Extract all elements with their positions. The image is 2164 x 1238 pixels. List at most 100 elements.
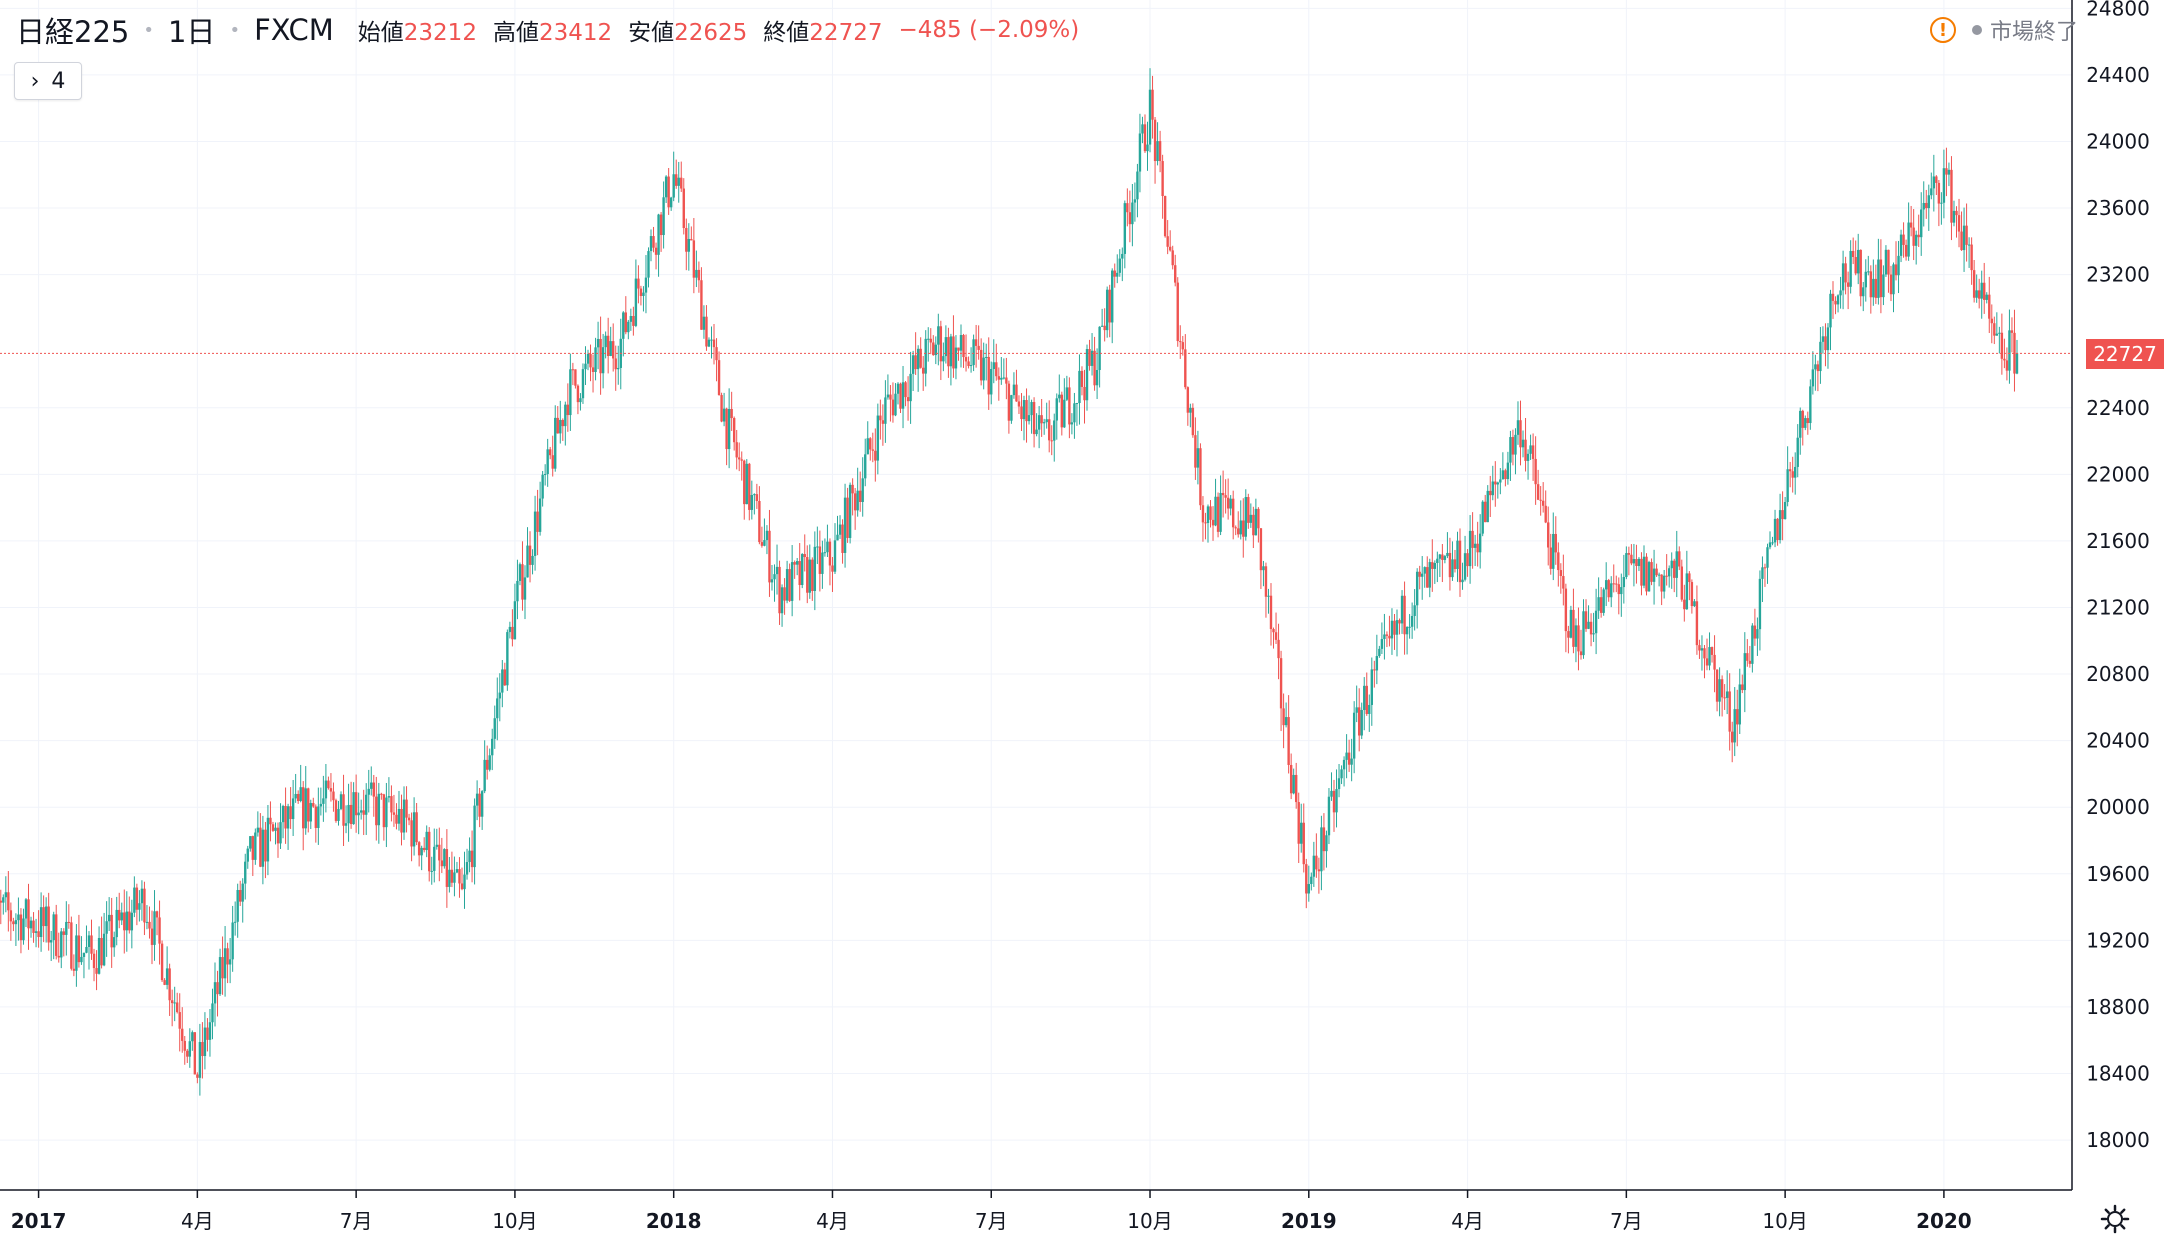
candle-body bbox=[1920, 209, 1923, 238]
candle-body bbox=[1667, 568, 1671, 577]
candle-body bbox=[1473, 543, 1477, 548]
candle-body bbox=[332, 791, 335, 801]
settings-gear-icon[interactable] bbox=[2100, 1204, 2130, 1234]
candle-body bbox=[370, 782, 373, 789]
candle-body bbox=[133, 887, 136, 913]
candle-body bbox=[569, 369, 572, 416]
candle-body bbox=[1184, 349, 1187, 388]
candle-body bbox=[1423, 567, 1426, 574]
candle-body bbox=[428, 831, 431, 872]
candle-body bbox=[239, 889, 242, 902]
candle-body bbox=[1983, 282, 1986, 300]
candle-body bbox=[1912, 227, 1915, 246]
candle-body bbox=[1698, 645, 1701, 651]
candle-body bbox=[32, 920, 35, 933]
candle-body bbox=[642, 292, 645, 296]
candle-body bbox=[1607, 580, 1610, 598]
candle-body bbox=[392, 812, 396, 815]
candle-body bbox=[2003, 358, 2006, 361]
candle-body bbox=[813, 546, 817, 591]
candle-body bbox=[564, 404, 567, 427]
candle-body bbox=[1680, 566, 1683, 600]
candle-body bbox=[0, 900, 2, 903]
candle-body bbox=[1128, 212, 1132, 225]
candle-body bbox=[785, 569, 789, 601]
candle-body bbox=[1221, 492, 1225, 496]
candle-body bbox=[1738, 684, 1741, 725]
candle-body bbox=[1962, 225, 1966, 251]
candle-body bbox=[1055, 398, 1058, 421]
candle-body bbox=[155, 911, 159, 918]
candle-body bbox=[140, 888, 144, 904]
market-status[interactable]: ! 市場終了 bbox=[1929, 14, 2078, 46]
candle-body bbox=[722, 408, 726, 422]
candle-body bbox=[1985, 294, 1988, 300]
price-tick-label: 18800 bbox=[2086, 995, 2150, 1019]
candle-body bbox=[934, 344, 937, 356]
candle-body bbox=[130, 912, 134, 931]
high-value: 23412 bbox=[538, 20, 613, 46]
candle-body bbox=[1141, 124, 1144, 134]
candle-body bbox=[417, 842, 421, 856]
candle-body bbox=[1277, 639, 1280, 659]
candle-body bbox=[1536, 484, 1540, 500]
candle-body bbox=[1829, 293, 1832, 328]
indicators-toggle-button[interactable]: › 4 bbox=[14, 62, 82, 100]
candle-body bbox=[858, 490, 862, 502]
candle-body bbox=[1146, 144, 1149, 152]
candle-body bbox=[1433, 562, 1437, 569]
candle-body bbox=[1231, 498, 1235, 528]
candle-body bbox=[1287, 717, 1290, 765]
candle-body bbox=[1909, 222, 1913, 228]
candle-body bbox=[690, 238, 693, 241]
candle-body bbox=[1284, 717, 1288, 726]
candle-body bbox=[1846, 282, 1850, 287]
candle-body bbox=[1814, 364, 1817, 370]
candle-body bbox=[579, 398, 582, 403]
candle-body bbox=[1796, 437, 1799, 467]
candle-body bbox=[601, 347, 605, 374]
candle-body bbox=[1655, 568, 1658, 576]
candle-body bbox=[775, 566, 779, 575]
candle-body bbox=[410, 820, 413, 847]
candle-body bbox=[886, 394, 890, 398]
candle-body bbox=[1355, 707, 1358, 713]
candle-body bbox=[264, 829, 267, 862]
candle-body bbox=[1083, 386, 1086, 401]
candle-body bbox=[65, 921, 68, 935]
candle-body bbox=[889, 394, 892, 400]
candle-body bbox=[1279, 658, 1283, 709]
warning-icon[interactable]: ! bbox=[1929, 17, 1956, 43]
candle-body bbox=[609, 341, 612, 356]
candle-body bbox=[1781, 510, 1784, 520]
candle-body bbox=[1204, 522, 1207, 524]
candle-body bbox=[1370, 669, 1374, 705]
candle-body bbox=[448, 869, 451, 887]
candle-body bbox=[1408, 626, 1411, 628]
candle-body bbox=[2000, 332, 2004, 359]
candle-body bbox=[57, 955, 60, 958]
candle-body bbox=[1501, 470, 1505, 480]
candle-body bbox=[712, 339, 716, 348]
candle-body bbox=[677, 177, 680, 186]
candle-body bbox=[891, 399, 895, 416]
candle-body bbox=[518, 564, 522, 581]
candle-body bbox=[254, 832, 257, 860]
candle-body bbox=[596, 338, 600, 348]
candle-body bbox=[115, 909, 118, 938]
candle-body bbox=[478, 793, 481, 817]
price-tick-label: 20800 bbox=[2086, 662, 2150, 686]
symbol-name[interactable]: 日経225 bbox=[16, 15, 130, 49]
interval-label[interactable]: 1日 bbox=[167, 15, 216, 49]
candle-body bbox=[1564, 588, 1568, 632]
candle-body bbox=[932, 342, 935, 356]
candle-body bbox=[284, 805, 287, 829]
candle-body bbox=[576, 385, 580, 403]
candle-body bbox=[80, 956, 83, 963]
low-value: 22625 bbox=[674, 20, 748, 46]
candle-body bbox=[1705, 658, 1709, 666]
candle-body bbox=[1700, 648, 1704, 651]
candle-body bbox=[818, 546, 822, 574]
candlestick-series bbox=[0, 68, 2019, 1096]
